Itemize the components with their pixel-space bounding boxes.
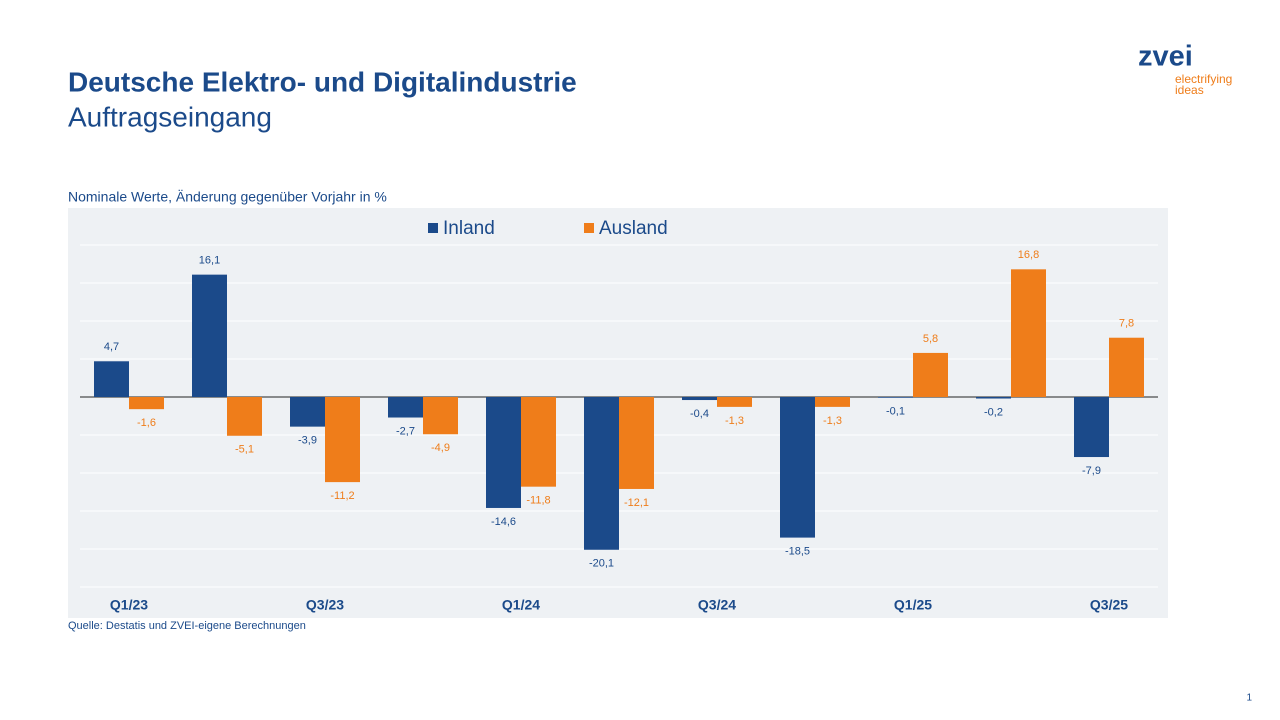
slide-title: Deutsche Elektro- und Digitalindustrie	[68, 66, 577, 97]
value-label: -18,5	[785, 546, 810, 558]
bar	[976, 397, 1011, 399]
value-label: -3,9	[298, 435, 317, 447]
legend-swatch	[584, 223, 594, 233]
bar	[682, 397, 717, 401]
value-label: -0,4	[690, 408, 709, 420]
value-label: -5,1	[235, 444, 254, 456]
bar	[780, 397, 815, 538]
x-tick-label: Q3/23	[306, 597, 344, 613]
value-label: -12,1	[624, 497, 649, 509]
bar	[584, 397, 619, 550]
bar	[192, 274, 227, 397]
bar	[913, 352, 948, 397]
bar	[388, 397, 423, 418]
value-label: 16,8	[1018, 249, 1039, 261]
x-tick-label: Q3/24	[698, 597, 736, 613]
value-label: -0,1	[886, 406, 905, 418]
bar	[94, 361, 129, 397]
legend-label: Inland	[443, 218, 495, 239]
page-number: 1	[1246, 693, 1252, 704]
logo-tagline: ideas	[1175, 83, 1204, 97]
legend-label: Ausland	[599, 218, 668, 239]
value-label: 5,8	[923, 333, 938, 345]
value-label: -0,2	[984, 406, 1003, 418]
value-label: -7,9	[1082, 465, 1101, 477]
slide-subtitle: Auftragseingang	[68, 101, 272, 132]
bar	[878, 397, 913, 398]
x-tick-label: Q1/24	[502, 597, 540, 613]
value-label: -1,6	[137, 417, 156, 429]
value-label: -11,8	[526, 495, 550, 507]
bar	[486, 397, 521, 508]
value-label: -20,1	[589, 558, 614, 570]
bar	[1011, 269, 1046, 397]
x-tick-label: Q1/23	[110, 597, 148, 613]
value-label: -11,2	[330, 490, 354, 502]
bar	[129, 397, 164, 410]
bar	[1109, 337, 1144, 397]
value-label: -1,3	[823, 415, 842, 427]
value-label: -4,9	[431, 442, 450, 454]
legend-swatch	[428, 223, 438, 233]
value-label: 4,7	[104, 341, 119, 353]
value-label: 16,1	[199, 255, 220, 267]
value-label: 7,8	[1119, 318, 1134, 330]
bar	[325, 397, 360, 483]
x-tick-label: Q1/25	[894, 597, 932, 613]
chart-subtitle: Nominale Werte, Änderung gegenüber Vorja…	[68, 189, 387, 205]
bar	[1074, 397, 1109, 458]
value-label: -2,7	[396, 425, 415, 437]
bar	[521, 397, 556, 487]
bar	[619, 397, 654, 489]
bar	[290, 397, 325, 427]
bar	[815, 397, 850, 407]
bar	[717, 397, 752, 407]
value-label: -1,3	[725, 415, 744, 427]
bar	[423, 397, 458, 435]
bar	[227, 397, 262, 436]
x-tick-label: Q3/25	[1090, 597, 1128, 613]
logo-tagline: electrifying	[1175, 72, 1232, 86]
source-note: Quelle: Destatis und ZVEI-eigene Berechn…	[68, 620, 306, 632]
value-label: -14,6	[491, 516, 516, 528]
logo-name: zvei	[1138, 41, 1193, 73]
